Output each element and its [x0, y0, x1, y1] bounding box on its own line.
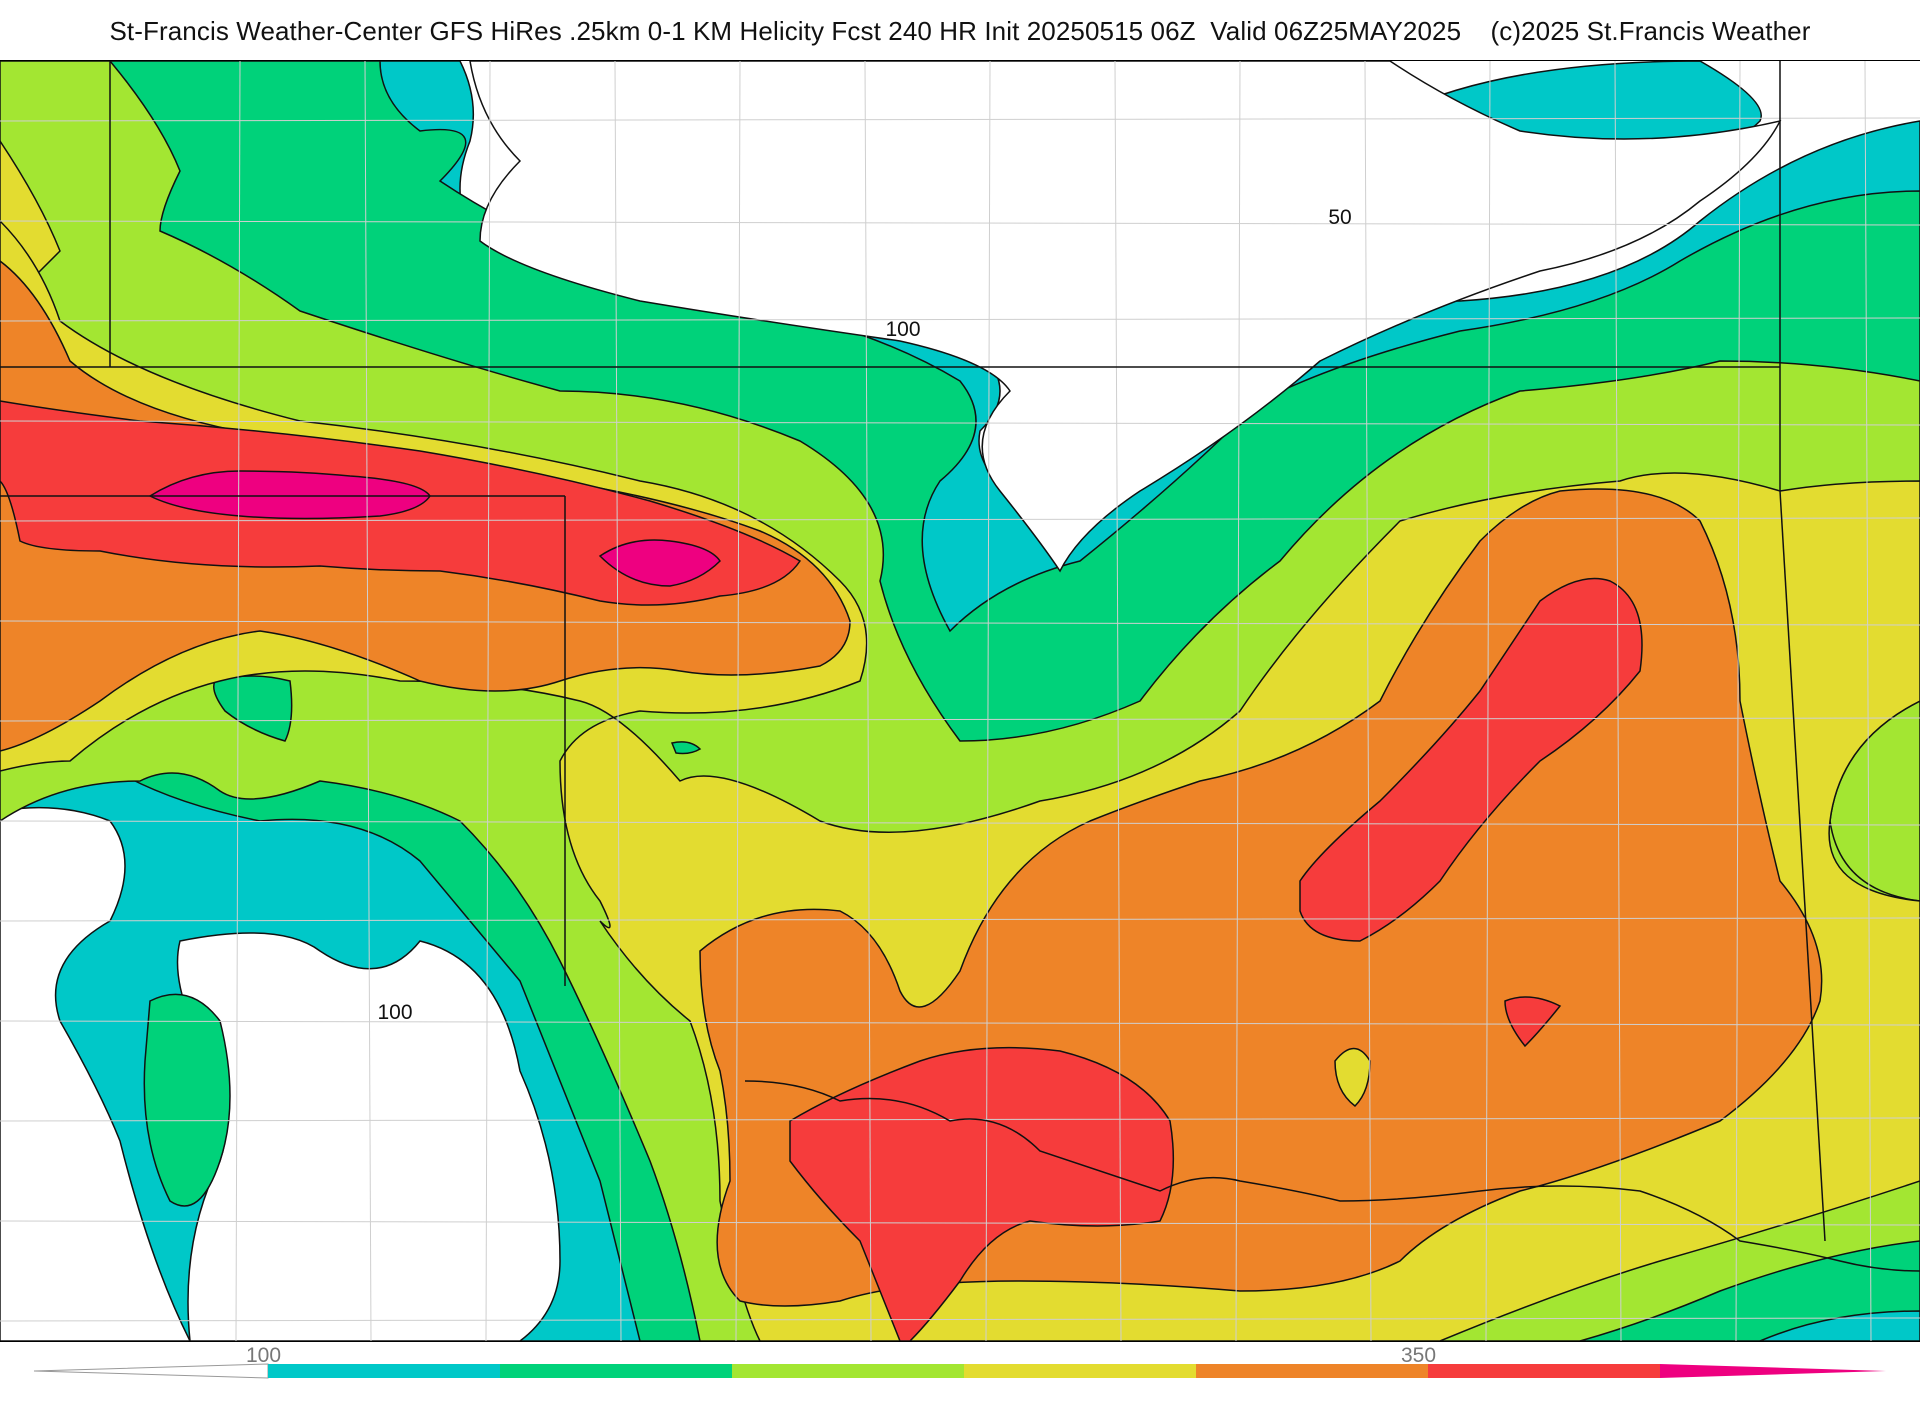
county-line: [0, 717, 1920, 722]
colorbar-segment-max: [1660, 1364, 1886, 1378]
map-title: St-Francis Weather-Center GFS HiRes .25k…: [109, 15, 1811, 46]
band-yellow-spot: [1334, 1047, 1371, 1107]
county-line: [985, 61, 991, 1341]
colorbar: [0, 1340, 1920, 1400]
county-line: [364, 61, 372, 1341]
county-line: [1235, 61, 1241, 1341]
band-green-se: [1579, 1240, 1920, 1341]
county-line: [1364, 61, 1372, 1341]
colorbar-tick-100: 100: [246, 1344, 282, 1367]
colorbar-segment-min: [33, 1363, 269, 1379]
band-green-spot: [213, 675, 293, 742]
county-line: [485, 61, 491, 1341]
county-line: [1864, 61, 1872, 1341]
contour-label-100-sw: 100: [377, 1001, 412, 1024]
contour-label-100-mid: 100: [885, 318, 920, 341]
county-line: [235, 61, 241, 1341]
colorbar-segment: [964, 1364, 1196, 1378]
county-line: [0, 820, 1920, 826]
county-line: [1735, 61, 1741, 1341]
county-line: [1485, 61, 1491, 1341]
county-line: [0, 517, 1920, 522]
colorbar-tick-350: 350: [1401, 1344, 1437, 1367]
county-line: [735, 61, 741, 1341]
colorbar-segment: [1428, 1364, 1660, 1378]
county-line: [0, 317, 1920, 322]
colorbar-segment: [732, 1364, 964, 1378]
county-line: [0, 117, 1920, 122]
county-line: [0, 1317, 1920, 1322]
band-green-spot2: [670, 741, 702, 755]
county-boundaries: [0, 61, 1920, 1341]
county-line: [0, 220, 1920, 226]
county-line: [0, 620, 1920, 626]
colorbar-segment: [500, 1364, 732, 1378]
helicity-map: 50 100 100: [0, 60, 1920, 1342]
band-red-s: [789, 1046, 1175, 1341]
county-line: [864, 61, 872, 1341]
colorbar-segment: [268, 1364, 500, 1378]
county-line: [0, 420, 1920, 426]
county-line: [0, 917, 1920, 922]
colorbar-segment: [1196, 1364, 1428, 1378]
band-red-e: [1299, 577, 1643, 942]
contour-label-50: 50: [1328, 206, 1351, 229]
band-magenta-w2: [598, 539, 721, 587]
state-boundaries: [0, 61, 1920, 1272]
county-line: [1114, 61, 1122, 1341]
county-line: [1614, 61, 1622, 1341]
county-line: [0, 1220, 1920, 1226]
county-line: [0, 1020, 1920, 1026]
band-green-sw: [143, 993, 231, 1207]
county-line: [614, 61, 622, 1341]
band-red-spot: [1504, 996, 1562, 1048]
